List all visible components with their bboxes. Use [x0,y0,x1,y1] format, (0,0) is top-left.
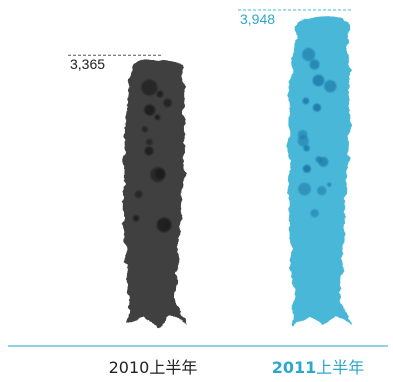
bar-1-spot [154,114,161,121]
value-label-1: 3,365 [70,56,105,72]
bar-2-spot [312,103,322,112]
bar-2-spot [302,164,311,173]
value-label-2: 3,948 [240,11,275,27]
category-suffix-1: 上半年 [149,358,197,377]
bar-2-spot [312,74,325,87]
bar-1-spot [155,168,166,179]
bar-1-spot [156,90,164,98]
bar-1-spot [141,79,158,96]
bar-2-spot [298,182,311,196]
bar-1-body [123,59,187,326]
bar-2-body [288,14,352,326]
bar-2-spot [317,186,327,196]
bar-1-spot [144,105,156,116]
category-label-2: 2011上半年 [272,358,365,377]
bar-2-spot [327,182,332,187]
bar-1-spot [163,98,172,108]
bar-1-spot [156,217,172,233]
bar-1-spot [141,126,148,133]
bar-2 [288,14,352,326]
bar-2-spot [302,97,310,105]
bar-2-spot [303,145,310,152]
bar-1-spot [146,138,153,146]
bar-1 [123,59,187,326]
bar-2-spot [309,59,320,70]
bar-2-spot [297,135,309,147]
category-label-1: 2010上半年 [109,358,198,377]
bar-2-spot [318,156,329,167]
bar-2-spot [310,209,319,218]
bars-layer [123,14,352,326]
category-year-1: 2010 [109,358,150,377]
bar-2-spot [302,47,316,62]
category-year-2: 2011 [272,358,317,377]
bar-2-spot [324,80,337,93]
category-suffix-2: 上半年 [316,358,364,377]
bar-1-spot [133,215,140,222]
bar-1-spot [134,190,143,199]
bar-1-spot [144,146,154,156]
